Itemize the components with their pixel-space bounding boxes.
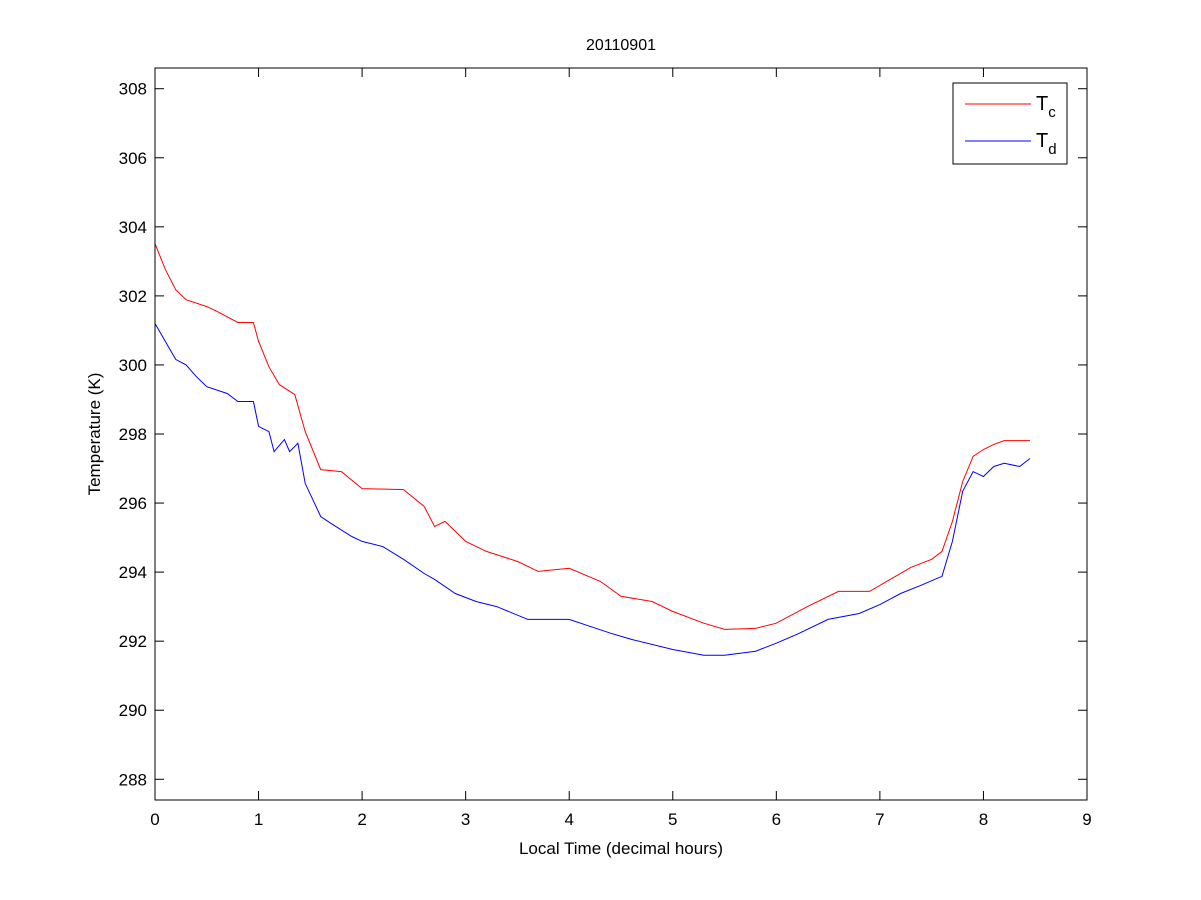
- legend-label: Td: [1036, 130, 1057, 158]
- x-tick-label: 7: [875, 810, 884, 829]
- x-tick-label: 8: [979, 810, 988, 829]
- series-lines: [154, 243, 1031, 656]
- x-tick-label: 4: [564, 810, 573, 829]
- y-tick-label: 290: [119, 701, 147, 720]
- x-tick-label: 5: [668, 810, 677, 829]
- legend-box: [952, 82, 1068, 165]
- chart-title: 20110901: [586, 37, 656, 54]
- y-tick-label: 308: [119, 80, 147, 99]
- y-tick-label: 300: [119, 356, 147, 375]
- legend-label-main: T: [1036, 93, 1048, 115]
- axis-ticks: 0 1 2 3 4 5 6 7 8 9 288 290 292 294 296 298 300 302 304 306…: [119, 68, 1092, 829]
- x-tick-label: 6: [772, 810, 781, 829]
- y-tick-label: 292: [119, 632, 147, 651]
- x-tick-label: 3: [461, 810, 470, 829]
- y-tick-label: 296: [119, 494, 147, 513]
- x-tick-label: 9: [1082, 810, 1091, 829]
- series-line-Td: [154, 323, 1031, 656]
- legend-label-main: T: [1036, 130, 1048, 152]
- y-tick-label: 302: [119, 287, 147, 306]
- plot-area-frame: [154, 67, 1088, 801]
- y-tick-label: 298: [119, 425, 147, 444]
- y-tick-label: 304: [119, 218, 147, 237]
- x-tick-label: 0: [150, 810, 159, 829]
- x-tick-label: 1: [254, 810, 263, 829]
- series-line-Tc: [154, 243, 1030, 630]
- legend-label-subscript: c: [1048, 104, 1056, 121]
- y-tick-label: 294: [119, 563, 147, 582]
- y-tick-label: 306: [119, 149, 147, 168]
- legend-label-subscript: d: [1048, 141, 1056, 158]
- legend-label: Tc: [1036, 93, 1056, 121]
- y-tick-label: 288: [119, 770, 147, 789]
- y-axis-label: Temperature (K): [85, 373, 104, 496]
- x-axis-label: Local Time (decimal hours): [519, 839, 723, 858]
- x-tick-label: 2: [357, 810, 366, 829]
